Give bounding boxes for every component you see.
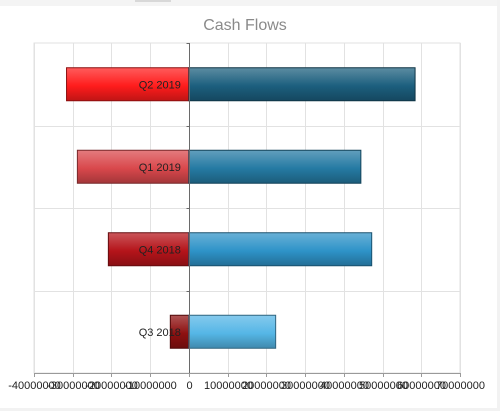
bar-outflow-q1-2019[interactable] xyxy=(76,149,190,184)
x-tick-label: 30000000 xyxy=(281,380,330,392)
x-tick-label: -20000000 xyxy=(85,380,138,392)
x-tick-label: 50000000 xyxy=(359,380,408,392)
bar-inflow-q2-2019[interactable] xyxy=(188,67,416,102)
label-layer: Q3 2018 Q4 2018 Q1 2019 Q2 2019 -40000000-30… xyxy=(8,79,485,392)
x-tick-label: -40000000 xyxy=(8,380,61,392)
axis-layer xyxy=(34,43,461,377)
top-strip-tab xyxy=(135,0,171,2)
x-tick-label: 40000000 xyxy=(320,380,369,392)
bar-inflow-q3-2018[interactable] xyxy=(188,314,277,349)
bar-outflow-q4-2018[interactable] xyxy=(107,232,190,267)
top-strip xyxy=(0,0,500,6)
x-tick-label: 20000000 xyxy=(242,380,291,392)
x-tick-label: -10000000 xyxy=(124,380,177,392)
x-tick-label: 10000000 xyxy=(204,380,253,392)
x-tick-label: 0 xyxy=(186,380,192,392)
bar-outflow-q2-2019[interactable] xyxy=(66,67,190,102)
chart-title: Cash Flows xyxy=(203,17,287,34)
category-label: Q2 2019 xyxy=(139,79,181,91)
bar-inflow-q4-2018[interactable] xyxy=(188,232,373,267)
bottom-edge xyxy=(0,408,500,411)
right-edge xyxy=(497,0,500,411)
bar-inflow-q1-2019[interactable] xyxy=(188,149,362,184)
x-tick-label: 60000000 xyxy=(397,380,446,392)
bar-layer xyxy=(66,67,416,349)
category-label: Q1 2019 xyxy=(139,162,181,174)
category-label: Q3 2018 xyxy=(139,327,181,339)
x-tick-label: -30000000 xyxy=(47,380,100,392)
category-label: Q4 2018 xyxy=(139,244,181,256)
x-tick-label: 70000000 xyxy=(436,380,485,392)
